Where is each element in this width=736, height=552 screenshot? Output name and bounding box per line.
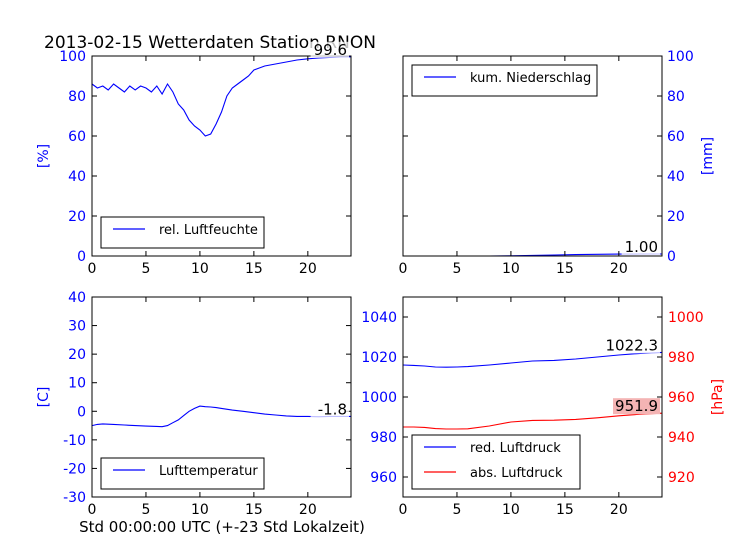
y-tick-label: 0 [667,249,676,265]
x-tick-label: 20 [610,261,628,277]
annotation-box [604,337,660,354]
x-tick-label: 0 [88,261,97,277]
x-tick-label: 15 [245,261,263,277]
annotation-box [310,401,349,418]
y-tick-label: 40 [68,169,86,185]
legend-box [411,434,581,490]
y-tick-label: 40 [68,290,86,306]
y-axis-label: [%] [36,144,52,168]
series-line-2-0 [91,405,351,428]
panel-bottom-right: 0 5 10 15 20 960 980 1000 1020 1040 920 940 960 980 10… [361,296,726,518]
series-line-3-1 [403,412,663,430]
x-tick-label: 10 [191,261,209,277]
x-tick-label: 20 [610,502,628,518]
annotation-box [310,41,349,58]
legend-entry: rel. Luftfeuchte [159,223,258,238]
x-tick-label: 10 [191,502,209,518]
y-right-axis-label: [hPa] [710,379,726,415]
y-tick-label: 30 [68,319,86,335]
figure-title: 2013-02-15 Wetterdaten Station RNON [44,33,376,53]
annotation-label: 99.6 [314,41,347,59]
panel-top-right: 0 5 10 15 20 0 20 40 60 80 100 [mm] 1.00 kum. Nieders… [399,49,716,277]
y-tick-label: 1000 [361,390,397,406]
x-tick-label: 0 [88,502,97,518]
y-axis-label: [C] [36,387,52,408]
annotation-box [613,398,660,415]
y-tick-label: 0 [77,249,86,265]
legend-entry: kum. Niederschlag [470,71,591,86]
legend-entry: abs. Luftdruck [470,466,563,481]
plot-frame [402,55,663,257]
y-tick-label: 80 [68,89,86,105]
annotation-label: 951.9 [615,397,658,415]
annotation-label: -1.8 [318,400,347,418]
plot-frame [91,296,352,498]
y-right-tick-label: 980 [668,350,695,366]
y-tick-label: 60 [667,129,685,145]
x-tick-label: 15 [245,502,263,518]
plot-frame [91,55,352,257]
panel-top-left: 0 5 10 15 20 0 20 40 60 80 100 [%] 99.6 rel. Luftfeuc… [36,41,352,277]
x-tick-label: 5 [141,261,150,277]
x-tick-label: 15 [556,261,574,277]
figure-xlabel: Std 00:00:00 UTC (+-23 Std Lokalzeit) [79,518,365,536]
y-tick-label: 80 [667,89,685,105]
x-tick-label: 10 [502,261,520,277]
y-right-tick-label: 960 [668,390,695,406]
x-tick-label: 5 [452,261,461,277]
y-tick-label: 980 [370,430,397,446]
y-tick-label: 0 [77,404,86,420]
y-tick-label: -10 [63,433,86,449]
annotation-label: 1.00 [625,238,658,256]
y-tick-label: 40 [667,169,685,185]
legend-box [100,457,265,490]
x-tick-label: 0 [399,261,408,277]
x-tick-label: 20 [299,261,317,277]
legend-box [100,216,265,249]
x-tick-label: 10 [502,502,520,518]
y-tick-label: 60 [68,129,86,145]
y-tick-label: -30 [63,490,86,506]
y-tick-label: 20 [68,347,86,363]
y-right-tick-label: 940 [668,430,695,446]
y-tick-label: 20 [68,209,86,225]
y-tick-label: 20 [667,209,685,225]
x-tick-label: 5 [452,502,461,518]
annotation-box [621,239,660,255]
y-right-tick-label: 920 [668,470,695,486]
y-tick-label: 100 [59,49,86,65]
x-tick-label: 20 [299,502,317,518]
y-right-tick-label: 1000 [668,310,704,326]
series-line-3-0 [402,351,663,368]
y-tick-label: 100 [667,49,694,65]
legend-box [411,64,598,97]
x-tick-label: 15 [556,502,574,518]
x-tick-label: 5 [141,502,150,518]
legend-entry: Lufttemperatur [159,464,258,479]
annotation-label: 1022.3 [606,336,659,354]
panel-bottom-left: 0 5 10 15 20 -30 -20 -10 0 10 20 30 40 [C] -1.8 Lufttem… [36,290,352,518]
y-tick-label: 960 [370,470,397,486]
legend-entry: red. Luftdruck [470,441,561,456]
series-line-0-0 [91,56,352,137]
y-tick-label: 1040 [361,310,397,326]
y-tick-label: 10 [68,376,86,392]
y-tick-label: 1020 [361,350,397,366]
x-tick-label: 0 [399,502,408,518]
y-tick-label: -20 [63,461,86,477]
y-axis-label: [mm] [700,137,716,175]
